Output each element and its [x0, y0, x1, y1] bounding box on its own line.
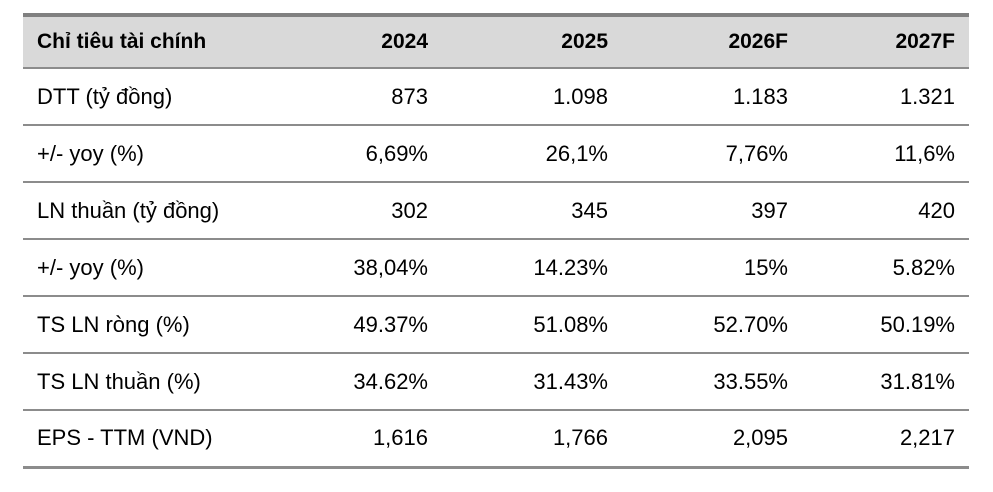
cell-value: 14.23%	[442, 239, 622, 297]
table-header-row: Chỉ tiêu tài chính 2024 2025 2026F 2027F	[23, 13, 969, 69]
row-label: +/- yoy (%)	[23, 125, 285, 183]
cell-value: 1,766	[442, 410, 622, 469]
cell-value: 33.55%	[622, 353, 802, 411]
cell-value: 2,217	[802, 410, 969, 469]
cell-value: 5.82%	[802, 239, 969, 297]
row-label: DTT (tỷ đồng)	[23, 68, 285, 126]
cell-value: 1.321	[802, 68, 969, 126]
cell-value: 11,6%	[802, 125, 969, 183]
cell-value: 7,76%	[622, 125, 802, 183]
cell-value: 38,04%	[285, 239, 442, 297]
cell-value: 2,095	[622, 410, 802, 469]
cell-value: 52.70%	[622, 296, 802, 354]
table-row: EPS - TTM (VND) 1,616 1,766 2,095 2,217	[23, 410, 969, 469]
row-label: TS LN ròng (%)	[23, 296, 285, 354]
row-label: LN thuần (tỷ đồng)	[23, 182, 285, 240]
table-row: TS LN ròng (%) 49.37% 51.08% 52.70% 50.1…	[23, 296, 969, 354]
table-row: +/- yoy (%) 38,04% 14.23% 15% 5.82%	[23, 239, 969, 297]
cell-value: 31.81%	[802, 353, 969, 411]
header-year-2025: 2025	[442, 13, 622, 69]
cell-value: 26,1%	[442, 125, 622, 183]
cell-value: 6,69%	[285, 125, 442, 183]
table-row: LN thuần (tỷ đồng) 302 345 397 420	[23, 182, 969, 240]
cell-value: 50.19%	[802, 296, 969, 354]
row-label: TS LN thuần (%)	[23, 353, 285, 411]
cell-value: 1.098	[442, 68, 622, 126]
cell-value: 51.08%	[442, 296, 622, 354]
header-year-2026f: 2026F	[622, 13, 802, 69]
table-row: +/- yoy (%) 6,69% 26,1% 7,76% 11,6%	[23, 125, 969, 183]
cell-value: 49.37%	[285, 296, 442, 354]
cell-value: 31.43%	[442, 353, 622, 411]
cell-value: 397	[622, 182, 802, 240]
header-year-2024: 2024	[285, 13, 442, 69]
table-row: DTT (tỷ đồng) 873 1.098 1.183 1.321	[23, 68, 969, 126]
financial-table-container: Chỉ tiêu tài chính 2024 2025 2026F 2027F…	[23, 13, 969, 469]
row-label: EPS - TTM (VND)	[23, 410, 285, 469]
cell-value: 15%	[622, 239, 802, 297]
header-year-2027f: 2027F	[802, 13, 969, 69]
cell-value: 873	[285, 68, 442, 126]
cell-value: 420	[802, 182, 969, 240]
table-row: TS LN thuần (%) 34.62% 31.43% 33.55% 31.…	[23, 353, 969, 411]
cell-value: 34.62%	[285, 353, 442, 411]
header-indicator: Chỉ tiêu tài chính	[23, 13, 285, 69]
cell-value: 345	[442, 182, 622, 240]
cell-value: 302	[285, 182, 442, 240]
cell-value: 1.183	[622, 68, 802, 126]
row-label: +/- yoy (%)	[23, 239, 285, 297]
cell-value: 1,616	[285, 410, 442, 469]
financial-indicators-table: Chỉ tiêu tài chính 2024 2025 2026F 2027F…	[23, 13, 969, 469]
